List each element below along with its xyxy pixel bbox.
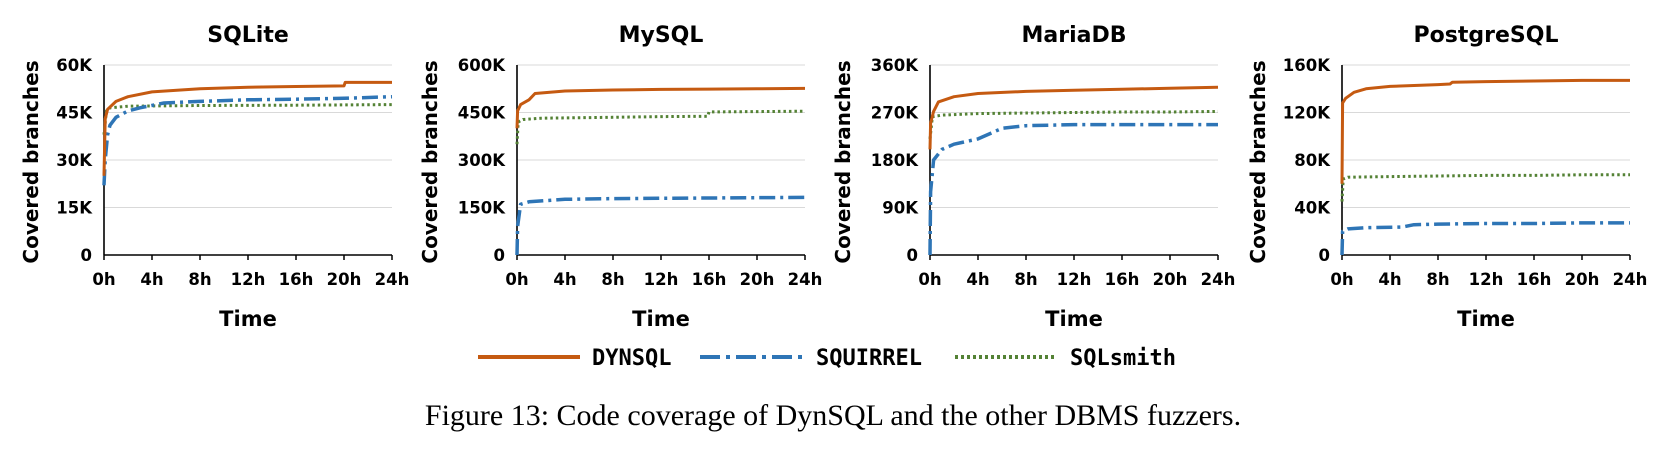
x-tick-label: 20h xyxy=(1565,270,1600,289)
x-tick-label: 20h xyxy=(740,270,775,289)
chart-title-sqlite: SQLite xyxy=(207,23,289,48)
y-tick-label: 0 xyxy=(907,246,918,265)
x-tick-label: 24h xyxy=(375,270,410,289)
series-line-sqlsmith xyxy=(515,109,806,145)
series-line-dynsql xyxy=(1340,78,1630,184)
figure-caption: Figure 13: Code coverage of DynSQL and t… xyxy=(425,399,1241,432)
y-tick-label: 120K xyxy=(1283,104,1331,123)
series-line-squirrel xyxy=(102,94,393,186)
x-tick-label: 4h xyxy=(1378,270,1401,289)
legend-label-sqlsmith: SQLsmith xyxy=(1070,346,1176,371)
x-tick-label: 4h xyxy=(553,270,576,289)
chart-title-postgresql: PostgreSQL xyxy=(1414,23,1559,48)
series-line-dynsql xyxy=(102,80,392,176)
series-line-squirrel xyxy=(515,195,806,256)
x-tick-label: 8h xyxy=(601,270,624,289)
series-line-squirrel xyxy=(1340,221,1630,256)
legend-label-dynsql: DYNSQL xyxy=(592,346,671,371)
series-line-sqlsmith xyxy=(102,103,393,135)
chart-title-mariadb: MariaDB xyxy=(1021,23,1126,48)
chart-postgresql: PostgreSQL 0 40K 80K 120K 160K 0h 4h 8h 12h 16h 20h… xyxy=(1246,23,1647,331)
y-tick-label: 30K xyxy=(56,151,93,170)
series-line-dynsql xyxy=(928,85,1219,150)
y-tick-label: 270K xyxy=(871,104,919,123)
legend-label-squirrel: SQUIRREL xyxy=(816,346,922,371)
x-tick-label: 20h xyxy=(327,270,362,289)
x-tick-label: 24h xyxy=(1613,270,1648,289)
y-tick-label: 45K xyxy=(56,104,93,123)
x-axis-label: Time xyxy=(1045,307,1103,331)
x-tick-label: 0h xyxy=(92,270,115,289)
series-line-sqlsmith xyxy=(928,109,1219,140)
y-tick-label: 450K xyxy=(458,104,506,123)
y-tick-label: 360K xyxy=(871,56,919,75)
y-axis-label: Covered branches xyxy=(418,60,442,263)
y-axis-label: Covered branches xyxy=(831,60,855,263)
chart-sqlite: SQLite 0 15K 30K 45K 60K 0h 4h 8h 12h 16h 20h 24h Tim… xyxy=(19,23,409,331)
x-tick-label: 12h xyxy=(231,270,266,289)
x-axis-label: Time xyxy=(219,307,277,331)
y-tick-label: 0 xyxy=(494,246,505,265)
y-tick-label: 40K xyxy=(1294,199,1331,218)
x-tick-label: 8h xyxy=(188,270,211,289)
y-tick-label: 600K xyxy=(458,56,506,75)
x-tick-label: 0h xyxy=(918,270,941,289)
chart-mysql: MySQL 0 150K 300K 450K 600K 0h 4h 8h 12h 16h 20h 24h… xyxy=(418,23,822,331)
x-tick-label: 16h xyxy=(279,270,314,289)
x-tick-label: 4h xyxy=(140,270,163,289)
x-tick-label: 16h xyxy=(692,270,727,289)
y-tick-label: 15K xyxy=(56,199,93,218)
y-axis-label: Covered branches xyxy=(19,60,43,263)
x-tick-label: 12h xyxy=(1469,270,1504,289)
x-tick-label: 12h xyxy=(644,270,679,289)
y-tick-label: 0 xyxy=(81,246,92,265)
x-tick-label: 16h xyxy=(1517,270,1552,289)
y-tick-label: 0 xyxy=(1319,246,1330,265)
x-tick-label: 0h xyxy=(1330,270,1353,289)
y-tick-label: 90K xyxy=(882,199,919,218)
y-tick-label: 150K xyxy=(458,199,506,218)
x-tick-label: 4h xyxy=(966,270,989,289)
y-tick-label: 180K xyxy=(871,151,919,170)
series-line-squirrel xyxy=(928,122,1218,256)
chart-mariadb: MariaDB 0 90K 180K 270K 360K 0h 4h 8h 12h 16h 20h 24… xyxy=(831,23,1235,331)
x-tick-label: 20h xyxy=(1153,270,1188,289)
x-tick-label: 12h xyxy=(1057,270,1092,289)
y-tick-label: 80K xyxy=(1294,151,1331,170)
x-tick-label: 8h xyxy=(1014,270,1037,289)
x-tick-label: 8h xyxy=(1426,270,1449,289)
y-tick-label: 160K xyxy=(1283,56,1331,75)
x-axis-label: Time xyxy=(1457,307,1515,331)
y-tick-label: 300K xyxy=(458,151,506,170)
x-axis-label: Time xyxy=(632,307,690,331)
series-line-sqlsmith xyxy=(1340,173,1630,202)
x-tick-label: 16h xyxy=(1105,270,1140,289)
y-axis-label: Covered branches xyxy=(1246,60,1270,263)
y-tick-label: 60K xyxy=(56,56,93,75)
chart-title-mysql: MySQL xyxy=(619,23,704,48)
x-tick-label: 24h xyxy=(1201,270,1236,289)
legend: DYNSQL SQUIRREL SQLsmith xyxy=(478,346,1176,371)
x-tick-label: 24h xyxy=(788,270,823,289)
x-tick-label: 0h xyxy=(505,270,528,289)
series-line-dynsql xyxy=(515,86,806,129)
